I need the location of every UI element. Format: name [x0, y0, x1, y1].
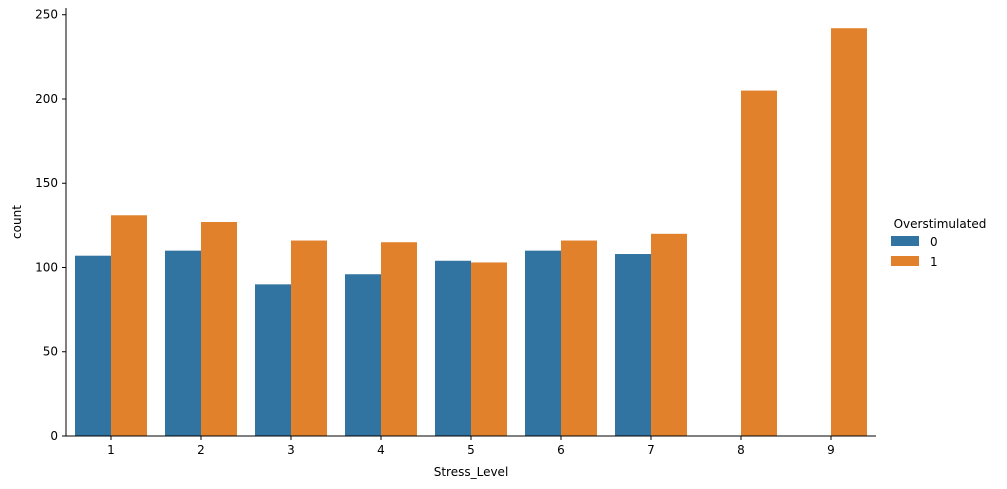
x-axis-title: Stress_Level	[434, 465, 509, 479]
x-tick-label: 3	[287, 443, 295, 457]
bar-series-1-cat-4	[381, 242, 417, 436]
legend-title: Overstimulated	[894, 217, 987, 231]
bar-series-1-cat-2	[201, 222, 237, 436]
bar-series-1-cat-6	[561, 240, 597, 436]
bar-series-0-cat-2	[165, 250, 201, 436]
x-tick-label: 4	[377, 443, 385, 457]
x-tick-label: 6	[557, 443, 565, 457]
bar-series-0-cat-3	[255, 284, 291, 436]
x-tick-label: 5	[467, 443, 475, 457]
y-tick-label: 100	[35, 260, 58, 274]
x-tick-label: 8	[737, 443, 745, 457]
legend-label-1: 1	[930, 255, 938, 269]
x-tick-label: 2	[197, 443, 205, 457]
legend-swatch-0	[891, 236, 919, 246]
legend-swatch-1	[891, 256, 919, 266]
y-axis-title: count	[10, 205, 24, 239]
y-tick-label: 150	[35, 176, 58, 190]
bar-series-0-cat-4	[345, 274, 381, 436]
y-tick-label: 0	[50, 429, 58, 443]
legend-label-0: 0	[930, 235, 938, 249]
y-tick-label: 200	[35, 92, 58, 106]
bar-series-0-cat-6	[525, 250, 561, 436]
legend: Overstimulated 0 1	[891, 217, 986, 269]
bar-series-0-cat-7	[615, 254, 651, 436]
bar-series-1-cat-8	[741, 90, 777, 436]
x-ticks: 1 2 3 4 5 6 7 8 9	[107, 436, 835, 457]
x-tick-label: 7	[647, 443, 655, 457]
bar-series-0-cat-1	[75, 255, 111, 436]
bar-series-1-cat-9	[831, 28, 867, 436]
bar-series-1-cat-3	[291, 240, 327, 436]
x-tick-label: 1	[107, 443, 115, 457]
bar-series-1-cat-1	[111, 215, 147, 436]
y-tick-label: 50	[43, 345, 58, 359]
y-ticks: 0 50 100 150 200 250	[35, 8, 66, 443]
bar-series-1-cat-7	[651, 233, 687, 436]
bars-group	[75, 28, 867, 436]
bar-series-0-cat-5	[435, 260, 471, 436]
y-tick-label: 250	[35, 8, 58, 22]
x-tick-label: 9	[827, 443, 835, 457]
bar-series-1-cat-5	[471, 262, 507, 436]
